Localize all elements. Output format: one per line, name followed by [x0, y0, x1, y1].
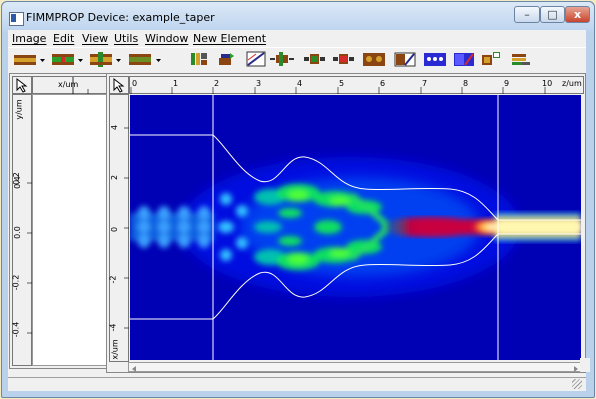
z-tick-label: 6 [380, 79, 386, 88]
color-map-icon[interactable] [424, 53, 446, 66]
x-axis-label: x/um [58, 80, 79, 89]
z-tick-label: 8 [463, 79, 469, 88]
y-ruler: y/um 0.4 0.0 -0.2 -0.4 [11, 94, 32, 366]
cursor-tool-button[interactable] [109, 76, 129, 94]
field-plot-canvas[interactable] [130, 95, 581, 360]
menu-bar: Image Edit View Utils Window New Element [8, 30, 586, 47]
z-tick-label: 1 [173, 79, 179, 88]
junction-section-icon[interactable] [90, 52, 112, 67]
scan-icon[interactable] [191, 53, 207, 65]
dropdown-arrow-icon[interactable] [156, 59, 161, 62]
horizontal-scrollbar[interactable] [128, 362, 582, 372]
menu-utils[interactable]: Utils [114, 32, 139, 45]
menu-new-element[interactable]: New Element [193, 32, 267, 45]
output-mode-core [498, 221, 581, 233]
grid-icon[interactable] [454, 53, 474, 66]
stack-icon[interactable] [512, 54, 530, 65]
toolbar [8, 47, 586, 72]
cross-section-pane: x/um y/um 0.4 0.0 -0.2 -0.4 [9, 73, 112, 369]
structure-boundaries [130, 95, 581, 360]
z-axis-label: z/um [562, 79, 582, 88]
z-tick-label: 4 [297, 79, 303, 88]
menu-edit[interactable]: Edit [53, 32, 75, 45]
resize-grip-icon[interactable] [572, 379, 582, 389]
menu-image[interactable]: Image [12, 32, 47, 45]
field-glow [240, 177, 480, 277]
display-icon[interactable] [394, 52, 416, 67]
z-tick-label: 7 [422, 79, 428, 88]
input-mode-pattern [130, 193, 248, 261]
menu-window[interactable]: Window [145, 32, 189, 45]
toolbar-icons [14, 51, 530, 67]
title-bar[interactable]: FIMMPROP Device: example_taper – □ x [2, 2, 594, 32]
z-tick-label: 0 [132, 79, 138, 88]
minimize-button[interactable]: – [514, 6, 540, 23]
export-icon[interactable] [219, 53, 234, 65]
z-tick-label: 9 [504, 79, 510, 88]
window-title: FIMMPROP Device: example_taper [26, 11, 215, 24]
dropdown-arrow-icon[interactable] [116, 59, 121, 62]
dropdown-arrow-icon[interactable] [78, 59, 83, 62]
z-tick-label: 3 [256, 79, 262, 88]
status-bar [8, 377, 586, 391]
close-button[interactable]: x [565, 6, 590, 23]
x-ruler-vertical: 4 2 0 -2 -4 x/um [108, 94, 129, 362]
profile-icon[interactable] [270, 52, 294, 66]
left-y-tick-0.2: 0.2 [11, 172, 21, 185]
plot-icon[interactable] [482, 52, 500, 65]
app-icon [9, 12, 24, 26]
z-ruler: 0 1 2 3 4 5 6 7 8 9 10 z/um [129, 76, 584, 94]
dropdown-arrow-icon[interactable] [40, 59, 45, 62]
output-section-icon[interactable] [129, 54, 151, 65]
menu-view[interactable]: View [82, 32, 109, 45]
maximize-button[interactable]: □ [540, 6, 565, 23]
field-view-icon[interactable] [304, 54, 325, 64]
z-tick-label: 2 [214, 79, 220, 88]
component-icon[interactable] [333, 54, 354, 64]
waveguide-section-icon[interactable] [14, 55, 36, 65]
z-tick-label: 5 [339, 79, 345, 88]
view-icon[interactable] [246, 51, 266, 67]
z-tick-label: 10 [542, 79, 553, 88]
taper-section-icon[interactable] [52, 54, 74, 65]
mmi-field-pattern [254, 184, 388, 270]
mode-icon[interactable] [363, 53, 385, 66]
x-ruler: x/um [32, 76, 109, 94]
cross-section-canvas[interactable] [32, 94, 109, 366]
cursor-tool-button[interactable] [12, 76, 32, 94]
scroll-corner [580, 358, 590, 372]
